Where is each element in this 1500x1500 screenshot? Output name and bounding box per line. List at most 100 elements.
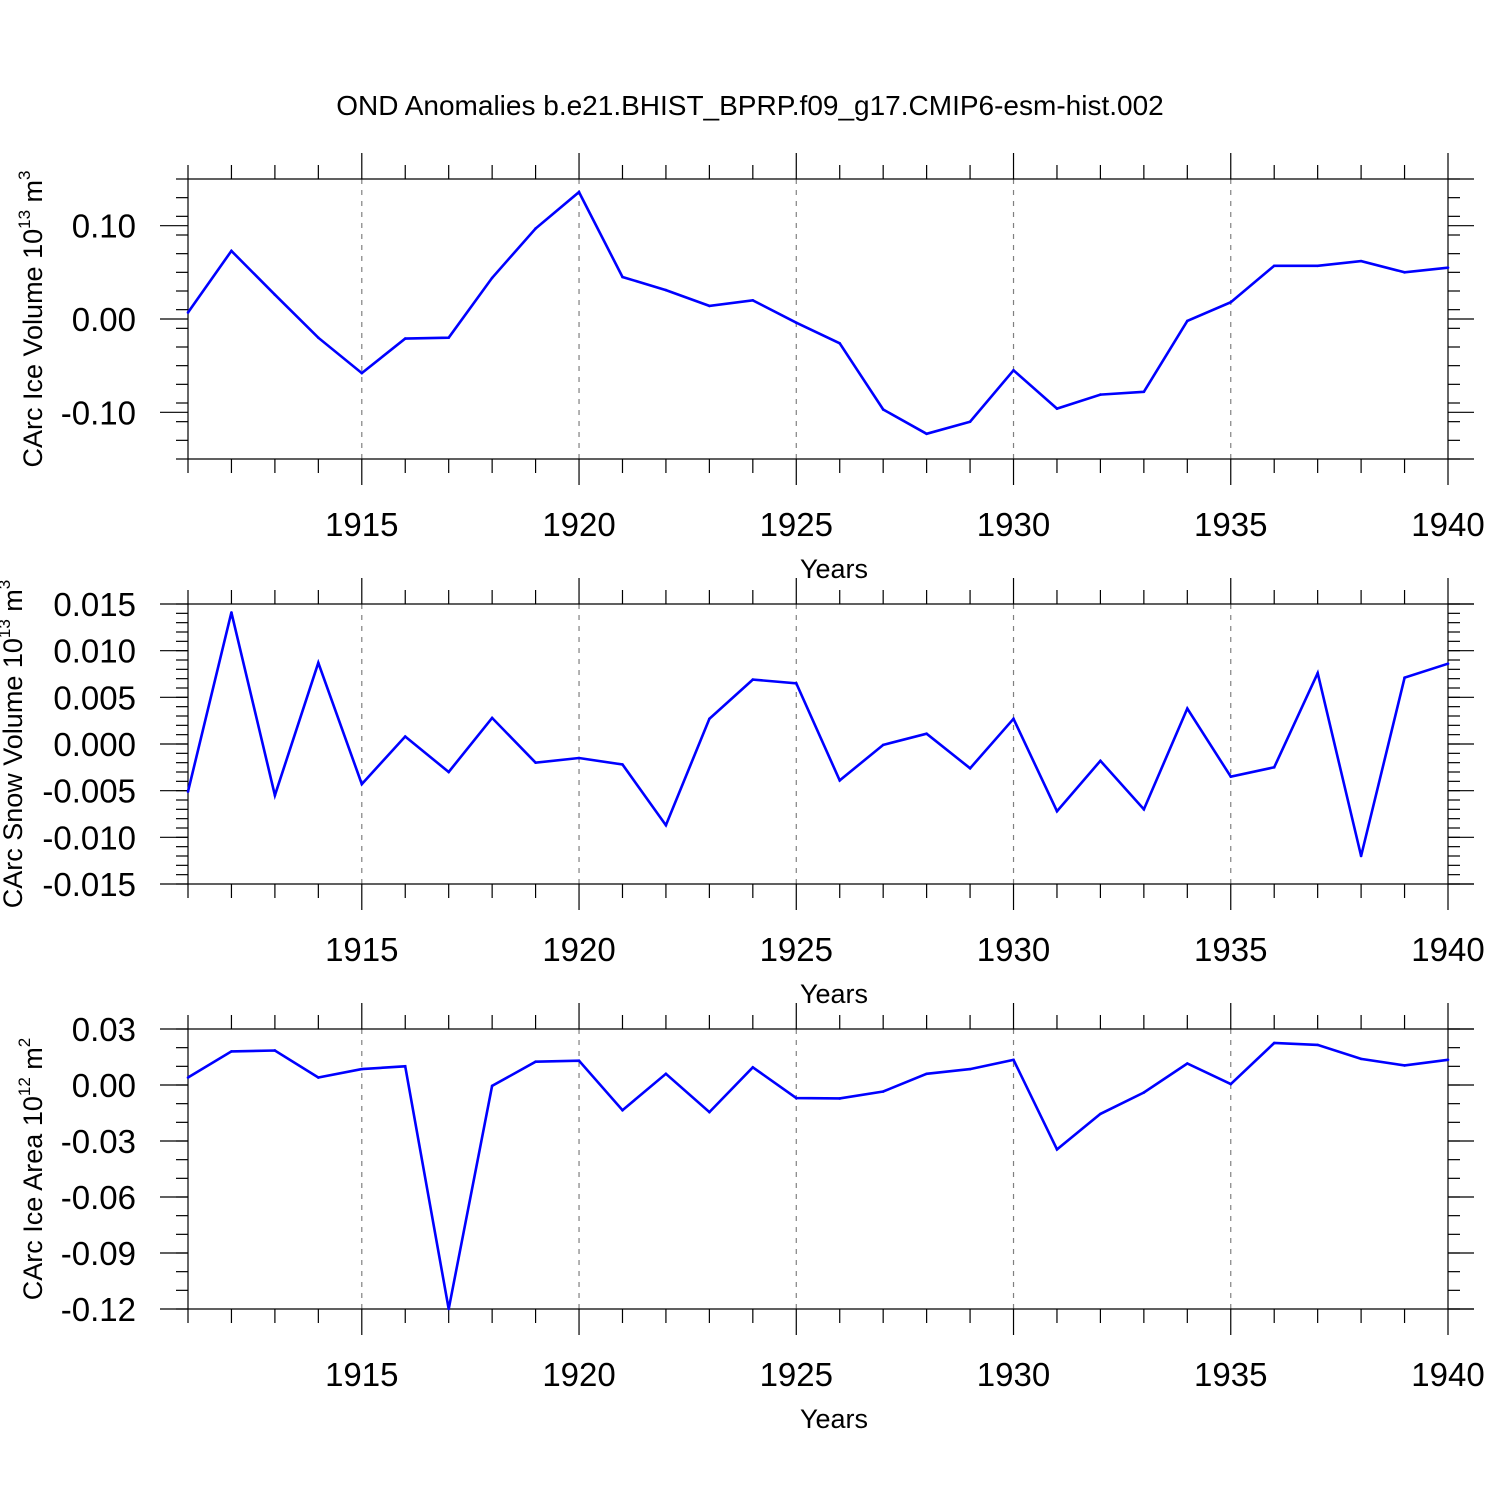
ice-area-panel: 1915 1920 1925 1930 1935 1940 0.03 0.00 -0.03 -0.…	[15, 1003, 1485, 1434]
data-point-1931	[1055, 809, 1059, 813]
data-point-1919	[534, 1060, 537, 1063]
y-tick-label: -0.010	[42, 819, 136, 856]
y-axis-label: CArc Ice Area 1012 m2	[15, 1038, 48, 1301]
data-point-1926	[838, 1097, 842, 1100]
data-point-1936	[1272, 1041, 1276, 1045]
data-point-1916	[403, 337, 407, 340]
y-axis-label-exp: 12	[15, 1077, 34, 1096]
data-point-1940	[1446, 662, 1450, 666]
data-point-1927	[881, 408, 885, 411]
data-point-1912	[230, 611, 233, 614]
series-line	[186, 190, 1449, 436]
x-tick-label-1935: 1935	[1194, 931, 1267, 968]
y-tick-label: 0.03	[72, 1011, 136, 1048]
data-point-1922	[664, 1072, 668, 1076]
data-point-1937	[1316, 671, 1319, 675]
y-axis-label-unit_exp: 3	[0, 580, 14, 589]
y-axis-label-exp: 13	[15, 210, 34, 229]
data-point-1922	[664, 823, 668, 827]
x-tick-label-1935: 1935	[1194, 506, 1267, 543]
data-point-1930	[1012, 717, 1015, 721]
data-point-1937	[1316, 1043, 1319, 1047]
data-point-1933	[1142, 390, 1146, 394]
data-point-1916	[403, 735, 407, 738]
data-point-1915	[360, 1067, 364, 1071]
y-tick-label: -0.10	[61, 394, 136, 431]
data-point-1924	[751, 678, 755, 681]
data-point-1924	[751, 299, 755, 302]
data-point-1912	[230, 249, 233, 253]
x-tick-label-1930: 1930	[977, 506, 1050, 543]
data-point-1929	[968, 420, 972, 423]
data-point-1925	[794, 682, 798, 685]
x-tick-label-1920: 1920	[542, 931, 615, 968]
ice-volume-panel: 1915 1920 1925 1930 1935 1940 0.10 0.00 -0.10 Yea…	[15, 153, 1485, 584]
data-point-1934	[1186, 707, 1189, 710]
data-point-1928	[925, 432, 928, 436]
series-line	[187, 1041, 1449, 1310]
data-point-1917	[447, 1307, 450, 1311]
data-point-1922	[664, 288, 668, 292]
data-point-1928	[925, 732, 928, 736]
x-tick-label-1925: 1925	[760, 931, 833, 968]
y-tick-label: 0.015	[53, 586, 136, 623]
data-point-1927	[881, 1090, 885, 1093]
data-point-1937	[1316, 264, 1319, 268]
data-point-1914	[317, 661, 320, 665]
data-point-1921	[621, 763, 624, 766]
data-point-1936	[1272, 766, 1276, 769]
data-point-1917	[447, 336, 450, 339]
data-point-1926	[838, 341, 842, 345]
data-point-1925	[794, 321, 798, 325]
y-axis-label-exp: 13	[0, 619, 14, 638]
y-axis-label: CArc Ice Volume 1013 m3	[15, 170, 48, 467]
y-tick-label: -0.03	[61, 1123, 136, 1160]
y-axis-label-unit_exp: 3	[15, 170, 34, 179]
data-point-1927	[881, 743, 885, 747]
y-tick-label: -0.015	[42, 866, 136, 903]
data-point-1935	[1229, 1082, 1233, 1086]
y-axis-label-unit: m	[18, 180, 48, 210]
data-point-1915	[360, 782, 364, 786]
data-point-1929	[968, 1067, 972, 1071]
x-tick-label-1930: 1930	[977, 1356, 1050, 1393]
data-point-1933	[1142, 808, 1146, 811]
x-tick-label-1915: 1915	[325, 931, 398, 968]
x-tick-label-1940: 1940	[1411, 506, 1484, 543]
data-point-1938	[1359, 854, 1363, 858]
data-point-1912	[230, 1050, 233, 1053]
data-point-1913	[273, 1049, 277, 1052]
x-tick-label-1920: 1920	[542, 1356, 615, 1393]
data-point-1931	[1055, 1148, 1059, 1151]
x-tick-label-1925: 1925	[760, 1356, 833, 1393]
y-axis-label-main: CArc Ice Volume 10	[18, 229, 48, 468]
data-point-1925	[794, 1096, 798, 1100]
x-tick-label-1920: 1920	[542, 506, 615, 543]
data-point-1920	[577, 1059, 581, 1063]
x-tick-label-1915: 1915	[325, 1356, 398, 1393]
data-point-1935	[1229, 775, 1233, 778]
x-tick-label-1930: 1930	[977, 931, 1050, 968]
data-point-1920	[577, 756, 581, 760]
data-point-1938	[1359, 259, 1363, 263]
series-line	[186, 612, 1449, 857]
y-tick-label: -0.06	[61, 1179, 136, 1216]
y-axis-label-main: CArc Snow Volume 10	[0, 638, 28, 908]
x-tick-label-1925: 1925	[760, 506, 833, 543]
data-point-1939	[1403, 271, 1406, 274]
data-point-1938	[1359, 1057, 1363, 1061]
data-point-1932	[1099, 759, 1102, 763]
data-point-1913	[273, 794, 277, 797]
data-point-1923	[708, 717, 711, 721]
data-point-1935	[1229, 300, 1233, 304]
data-point-1940	[1446, 266, 1450, 269]
data-point-1929	[968, 766, 972, 770]
x-axis-label: Years	[800, 554, 868, 584]
data-point-1919	[534, 227, 537, 230]
y-axis-label-unit: m	[18, 1047, 48, 1077]
data-point-1914	[317, 1076, 320, 1079]
x-tick-label-1940: 1940	[1411, 1356, 1484, 1393]
data-point-1918	[490, 1084, 494, 1088]
x-axis-label: Years	[800, 1404, 868, 1434]
